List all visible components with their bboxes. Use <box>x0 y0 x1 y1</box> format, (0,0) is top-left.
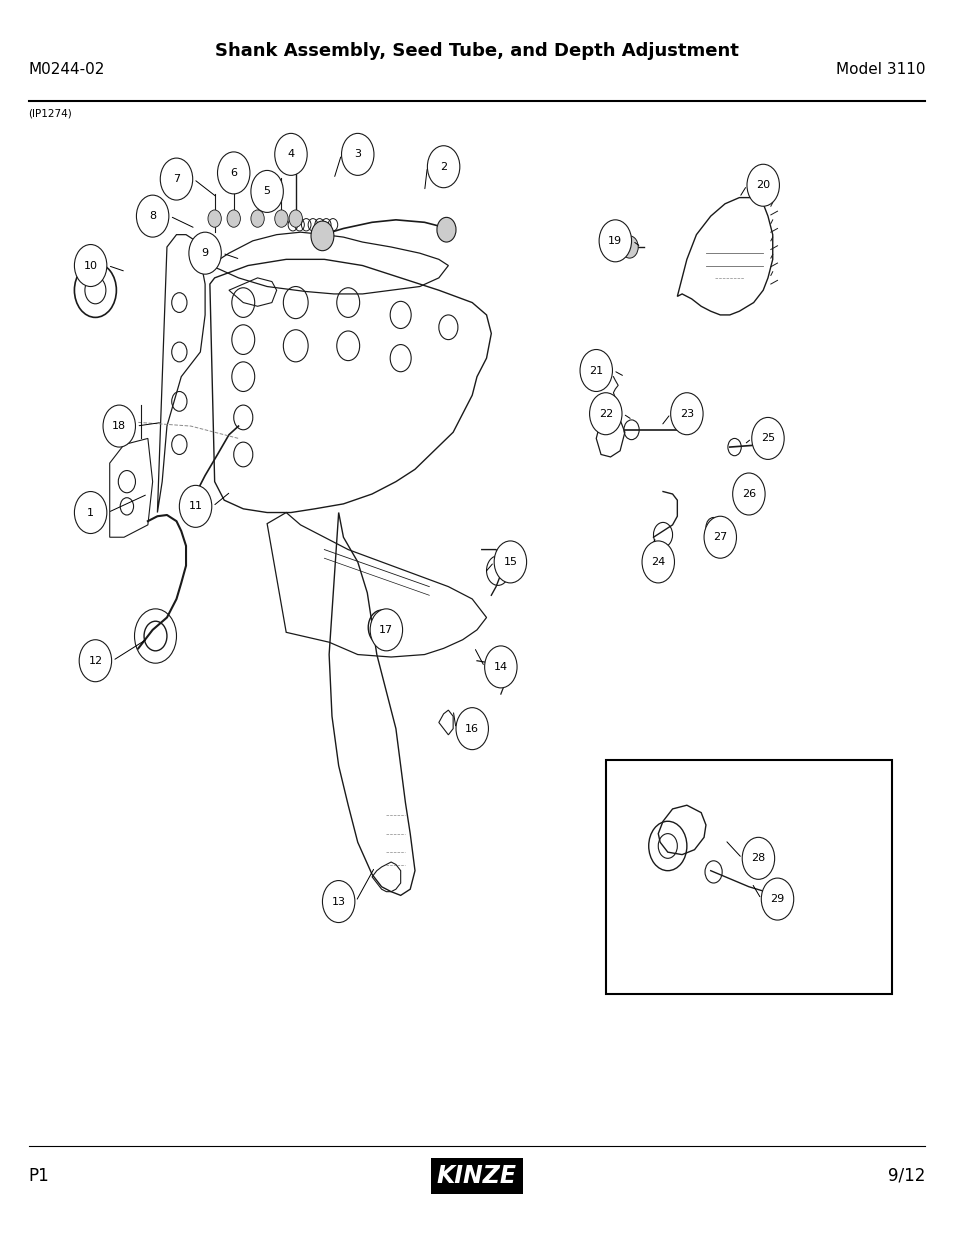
Circle shape <box>189 232 221 274</box>
Circle shape <box>494 541 526 583</box>
Circle shape <box>732 473 764 515</box>
Circle shape <box>746 164 779 206</box>
Text: Model 3110: Model 3110 <box>835 62 924 77</box>
Circle shape <box>579 350 612 391</box>
Circle shape <box>427 146 459 188</box>
Text: KINZE: KINZE <box>436 1163 517 1188</box>
Text: (IP1274): (IP1274) <box>29 109 72 119</box>
Text: P1: P1 <box>29 1167 50 1184</box>
Text: 17: 17 <box>379 625 393 635</box>
Text: 23: 23 <box>679 409 693 419</box>
Circle shape <box>322 881 355 923</box>
Text: 4: 4 <box>287 149 294 159</box>
Text: 1: 1 <box>87 508 94 517</box>
Text: 28: 28 <box>751 853 764 863</box>
Text: 5: 5 <box>263 186 271 196</box>
Circle shape <box>74 492 107 534</box>
Text: 15: 15 <box>503 557 517 567</box>
Circle shape <box>589 393 621 435</box>
Text: 18: 18 <box>112 421 126 431</box>
Circle shape <box>251 210 264 227</box>
Text: 21: 21 <box>589 366 602 375</box>
Text: Shank Assembly, Seed Tube, and Depth Adjustment: Shank Assembly, Seed Tube, and Depth Adj… <box>214 42 739 59</box>
Text: 3: 3 <box>354 149 361 159</box>
Circle shape <box>179 485 212 527</box>
Circle shape <box>217 152 250 194</box>
Text: 11: 11 <box>189 501 202 511</box>
Circle shape <box>289 210 302 227</box>
Circle shape <box>741 837 774 879</box>
Text: 6: 6 <box>230 168 237 178</box>
Circle shape <box>251 170 283 212</box>
Text: 16: 16 <box>465 724 478 734</box>
Circle shape <box>456 708 488 750</box>
Circle shape <box>760 878 793 920</box>
Circle shape <box>703 516 736 558</box>
Text: 10: 10 <box>84 261 97 270</box>
Text: 9/12: 9/12 <box>887 1167 924 1184</box>
Circle shape <box>208 210 221 227</box>
Circle shape <box>436 217 456 242</box>
Text: 27: 27 <box>713 532 726 542</box>
Text: 13: 13 <box>332 897 345 906</box>
Text: 19: 19 <box>608 236 621 246</box>
Text: 29: 29 <box>770 894 783 904</box>
Circle shape <box>227 210 240 227</box>
Circle shape <box>598 220 631 262</box>
Text: 2: 2 <box>439 162 447 172</box>
Circle shape <box>79 640 112 682</box>
Circle shape <box>136 195 169 237</box>
Circle shape <box>620 236 638 258</box>
Text: 14: 14 <box>494 662 507 672</box>
Circle shape <box>751 417 783 459</box>
Circle shape <box>274 133 307 175</box>
Circle shape <box>103 405 135 447</box>
Circle shape <box>484 646 517 688</box>
Text: 9: 9 <box>201 248 209 258</box>
Text: M0244-02: M0244-02 <box>29 62 105 77</box>
Text: 25: 25 <box>760 433 774 443</box>
Circle shape <box>160 158 193 200</box>
Circle shape <box>641 541 674 583</box>
Circle shape <box>370 609 402 651</box>
Circle shape <box>670 393 702 435</box>
Circle shape <box>311 221 334 251</box>
Text: 8: 8 <box>149 211 156 221</box>
Text: 24: 24 <box>651 557 664 567</box>
Circle shape <box>341 133 374 175</box>
Text: 22: 22 <box>598 409 612 419</box>
Circle shape <box>74 245 107 287</box>
Circle shape <box>274 210 288 227</box>
Text: 12: 12 <box>89 656 102 666</box>
Text: 26: 26 <box>741 489 755 499</box>
Text: 20: 20 <box>756 180 769 190</box>
Text: 7: 7 <box>172 174 180 184</box>
